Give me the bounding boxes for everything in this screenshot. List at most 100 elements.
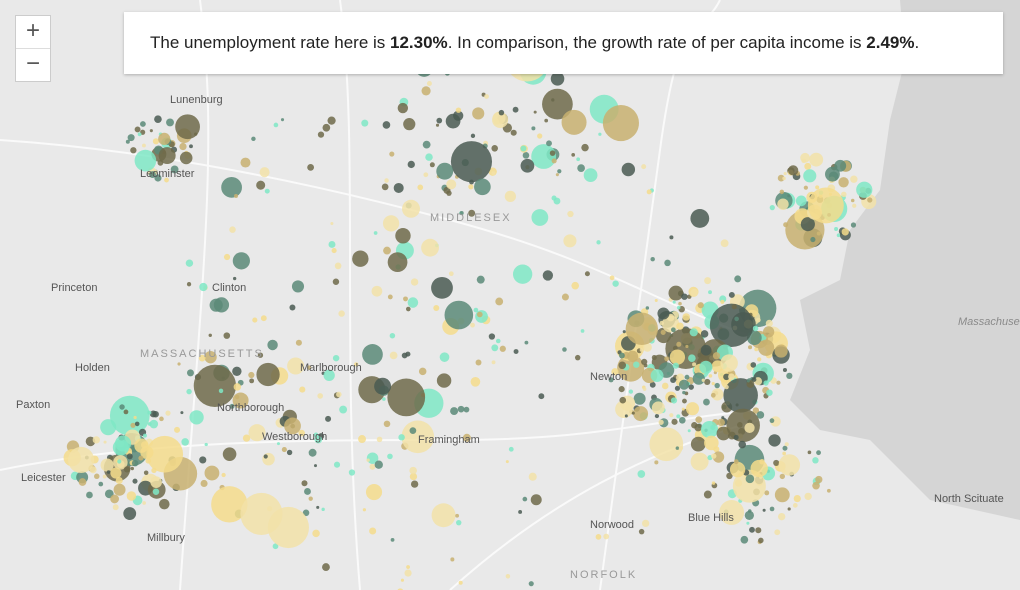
point <box>812 481 820 490</box>
point <box>199 456 207 464</box>
point <box>779 189 785 195</box>
point <box>750 459 768 478</box>
point <box>193 364 237 408</box>
point <box>327 116 336 125</box>
point <box>123 507 137 520</box>
income-growth: 2.49% <box>866 33 915 52</box>
point <box>390 538 395 542</box>
point <box>369 463 376 470</box>
point <box>298 429 305 437</box>
point <box>733 434 739 440</box>
point <box>651 401 665 415</box>
point <box>690 288 699 297</box>
point <box>561 109 587 135</box>
place-label: Massachusetts Bay <box>958 316 1020 328</box>
point <box>841 191 847 198</box>
point <box>508 446 514 452</box>
banner-text: . <box>914 33 920 52</box>
point <box>476 275 485 284</box>
point <box>531 144 557 169</box>
point <box>100 419 117 436</box>
point <box>836 233 841 238</box>
point <box>100 458 114 472</box>
point <box>766 389 773 396</box>
place-label: Northborough <box>217 402 284 414</box>
point <box>170 165 179 174</box>
point <box>546 140 552 147</box>
zoom-in[interactable]: + <box>25 17 40 44</box>
point <box>522 496 528 502</box>
point <box>123 409 129 415</box>
point <box>106 470 111 474</box>
point <box>782 176 786 181</box>
point <box>423 172 429 178</box>
zoom-out[interactable]: − <box>16 48 50 81</box>
point <box>158 132 171 145</box>
point <box>712 352 721 360</box>
point <box>446 179 457 190</box>
point <box>769 418 775 424</box>
point <box>398 434 405 441</box>
point <box>750 362 757 368</box>
point <box>633 406 649 422</box>
point <box>468 184 474 190</box>
point <box>152 410 159 418</box>
point <box>557 169 562 174</box>
point <box>147 422 152 426</box>
point <box>778 454 801 476</box>
point <box>154 115 162 123</box>
point <box>267 339 278 351</box>
point <box>650 256 655 262</box>
point <box>474 178 491 196</box>
point <box>729 461 746 478</box>
point <box>700 344 712 356</box>
point <box>417 184 424 191</box>
point <box>654 298 658 303</box>
point <box>455 513 460 518</box>
point <box>583 168 598 183</box>
point <box>232 366 242 376</box>
point <box>114 435 132 452</box>
point <box>815 475 823 484</box>
point <box>262 452 275 466</box>
point <box>381 183 389 191</box>
place-label: Norwood <box>590 519 634 531</box>
point <box>782 451 787 456</box>
point <box>682 390 686 395</box>
point <box>758 537 764 544</box>
point <box>522 152 530 159</box>
point <box>744 422 755 434</box>
point <box>659 320 664 326</box>
point <box>130 466 134 471</box>
point <box>504 190 517 203</box>
point <box>223 332 231 339</box>
point <box>407 297 419 308</box>
point <box>704 277 712 285</box>
point <box>165 410 171 416</box>
point <box>642 519 650 528</box>
point <box>256 362 280 387</box>
point <box>330 222 334 226</box>
point <box>638 528 645 535</box>
point <box>463 406 470 413</box>
point <box>728 291 735 298</box>
point <box>856 181 873 198</box>
point <box>395 228 411 244</box>
point <box>721 416 725 420</box>
point <box>617 354 645 382</box>
point <box>354 362 359 367</box>
point <box>137 132 142 137</box>
point <box>287 357 305 375</box>
point <box>765 319 773 327</box>
point <box>520 158 535 173</box>
point <box>533 110 537 114</box>
point <box>763 380 769 386</box>
point <box>383 246 391 255</box>
point <box>704 378 711 386</box>
point <box>732 469 766 503</box>
point <box>803 169 817 183</box>
point <box>740 535 749 544</box>
point <box>542 88 573 120</box>
point <box>410 480 419 488</box>
